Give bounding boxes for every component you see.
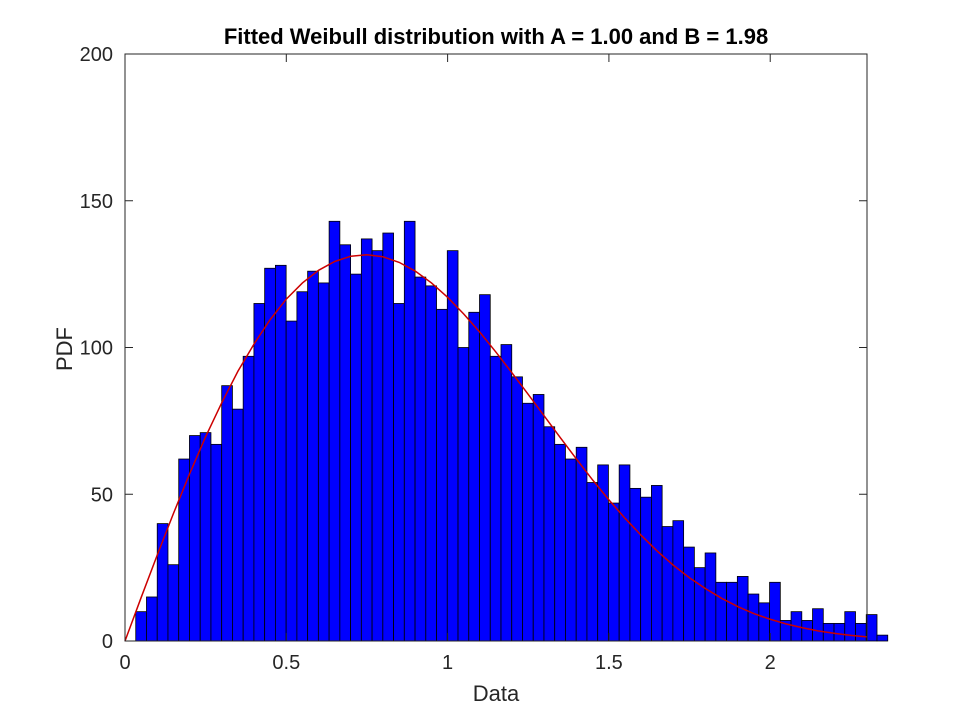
x-tick-label: 1 <box>442 652 453 674</box>
histogram-bar <box>317 282 330 642</box>
histogram-bar <box>543 426 556 642</box>
y-tick-label: 100 <box>80 338 113 360</box>
histogram-bar <box>608 502 620 642</box>
histogram-bar <box>468 311 480 642</box>
histogram-bar <box>597 464 609 642</box>
histogram-bar <box>876 634 889 642</box>
histogram-bar <box>296 291 309 642</box>
histogram-bar <box>446 250 459 642</box>
y-tick-label: 200 <box>80 44 113 66</box>
histogram-bar <box>360 238 373 642</box>
y-tick-label: 0 <box>102 631 113 653</box>
x-tick-label: 0.5 <box>272 652 300 674</box>
histogram-bar <box>672 520 685 642</box>
histogram-bar <box>339 244 352 642</box>
histogram-bar <box>693 567 706 642</box>
chart-title: Fitted Weibull distribution with A = 1.0… <box>224 24 768 49</box>
histogram-bar <box>275 264 287 642</box>
histogram-bar <box>242 355 255 642</box>
histogram-bar <box>833 622 846 642</box>
histogram-bar <box>575 446 588 642</box>
histogram-bar <box>457 347 470 642</box>
histogram-bar <box>769 581 781 642</box>
histogram-bar <box>565 458 577 642</box>
histogram-bar <box>661 526 674 642</box>
y-tick-label: 150 <box>80 191 113 213</box>
histogram-bar <box>167 564 180 642</box>
x-tick-label: 0 <box>119 652 130 674</box>
histogram-bar <box>350 273 362 642</box>
histogram-bar <box>758 602 770 642</box>
histogram-bar <box>382 232 394 642</box>
histogram-bar <box>629 487 642 642</box>
tick-marks-and-labels: 0 0.5 1 1.5 2 0 50 100 150 200 <box>80 44 867 674</box>
histogram-bar <box>135 611 147 642</box>
histogram-bar <box>253 303 266 642</box>
histogram-bar <box>189 435 201 642</box>
histogram-bar <box>403 220 416 642</box>
histogram-bar <box>844 611 856 642</box>
histogram-bar <box>532 394 545 642</box>
histogram-bar <box>489 355 502 642</box>
histogram-bar <box>371 250 384 642</box>
histogram-bar <box>715 581 728 642</box>
histogram-bar <box>232 408 244 642</box>
histogram-bars <box>135 220 889 642</box>
y-axis-label: PDF <box>52 327 77 371</box>
x-tick-label: 2 <box>765 652 776 674</box>
histogram-bar <box>199 432 212 642</box>
histogram-bar <box>855 622 867 642</box>
histogram-bar <box>726 581 738 642</box>
histogram-bar <box>586 482 599 642</box>
histogram-bar <box>221 385 233 642</box>
histogram-bar <box>425 285 437 642</box>
histogram-bar <box>436 308 448 642</box>
histogram-bar <box>747 593 760 642</box>
fit-curve-layer <box>124 253 868 642</box>
histogram-bar <box>618 464 631 642</box>
histogram-bar <box>285 320 298 642</box>
y-tick-label: 50 <box>91 484 113 506</box>
x-axis-label: Data <box>473 681 520 706</box>
histogram-bar <box>865 614 878 642</box>
histogram-bar <box>651 485 663 642</box>
weibull-fit-curve <box>124 253 868 642</box>
histogram-bar <box>479 294 491 642</box>
histogram-bar <box>393 303 405 642</box>
histogram-bar <box>307 270 319 642</box>
histogram-bar <box>522 402 534 642</box>
histogram-bar <box>511 376 523 642</box>
x-tick-label: 1.5 <box>595 652 623 674</box>
histogram-bar <box>414 276 427 642</box>
histogram-bar <box>500 344 513 642</box>
histogram-bar <box>554 443 566 642</box>
histogram-bar <box>210 443 223 642</box>
histogram-bar <box>328 220 341 642</box>
histogram-bar <box>801 620 813 642</box>
histogram-bar <box>683 546 695 642</box>
histogram-bar <box>640 496 652 642</box>
histogram-bar <box>146 596 158 642</box>
histogram-bar <box>812 608 824 642</box>
histogram-bar <box>704 552 717 642</box>
